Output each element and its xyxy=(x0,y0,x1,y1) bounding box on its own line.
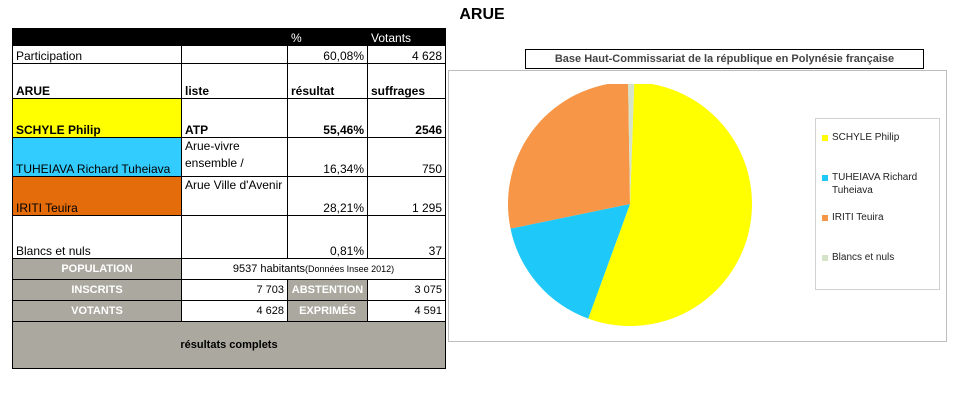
population-label: POPULATION xyxy=(12,258,182,280)
subheader-liste: liste xyxy=(181,63,288,99)
votants-label: VOTANTS xyxy=(12,300,182,322)
legend-entry: Blancs et nuls xyxy=(822,251,932,264)
participation-row: Participation 60,08% 4 628 xyxy=(12,45,446,64)
pie-slice-1 xyxy=(510,204,630,319)
pie-chart xyxy=(508,84,752,326)
blancs-label: Blancs et nuls xyxy=(12,215,182,259)
exprimes-label: EXPRIMÉS xyxy=(287,300,368,322)
subheader-row: ARUE liste résultat suffrages xyxy=(12,63,446,99)
legend-entry: IRITI Teuira xyxy=(822,211,932,224)
subheader-commune: ARUE xyxy=(12,63,182,99)
legend-swatch xyxy=(822,215,828,221)
candidate-name: IRITI Teuira xyxy=(12,176,182,216)
abstention-value: 3 075 xyxy=(367,279,446,301)
legend-entry: SCHYLE Philip xyxy=(822,131,932,144)
legend-label: Blancs et nuls xyxy=(832,252,895,263)
legend-label: IRITI Teuira xyxy=(832,212,884,223)
candidate-name: SCHYLE Philip xyxy=(12,98,182,138)
blancs-votes: 37 xyxy=(367,215,446,259)
candidate-row: TUHEIAVA Richard Tuheiava Arue-vivre ens… xyxy=(12,137,446,177)
population-row: POPULATION 9537 habitants(Données Insee … xyxy=(12,258,446,280)
candidate-votes: 2546 xyxy=(367,98,446,138)
inscrits-value: 7 703 xyxy=(181,279,288,301)
legend-swatch xyxy=(822,175,828,181)
legend-entry: TUHEIAVA Richard Tuheiava xyxy=(822,171,932,197)
candidate-list: ATP xyxy=(181,98,288,138)
candidate-votes: 750 xyxy=(367,137,446,177)
complete-results-link[interactable]: résultats complets xyxy=(12,321,446,369)
pie-slice-2 xyxy=(508,84,630,229)
votants-value: 4 628 xyxy=(181,300,288,322)
exprimes-value: 4 591 xyxy=(367,300,446,322)
participation-pct: 60,08% xyxy=(287,45,368,64)
candidate-row: SCHYLE Philip ATP 55,46% 2546 xyxy=(12,98,446,138)
population-cell: 9537 habitants(Données Insee 2012) xyxy=(181,258,446,280)
candidate-pct: 55,46% xyxy=(287,98,368,138)
blancs-row: Blancs et nuls 0,81% 37 xyxy=(12,215,446,259)
candidate-votes: 1 295 xyxy=(367,176,446,216)
chart-legend: SCHYLE Philip TUHEIAVA Richard Tuheiava IR… xyxy=(815,118,940,290)
participation-votes: 4 628 xyxy=(367,45,446,64)
header-pct: % xyxy=(287,28,368,46)
abstention-label: ABSTENTION xyxy=(287,279,368,301)
blancs-pct: 0,81% xyxy=(287,215,368,259)
results-table: % Votants Participation 60,08% 4 628 ARU… xyxy=(12,28,446,369)
legend-swatch xyxy=(822,135,828,141)
candidate-list: Arue Ville d'Avenir xyxy=(181,176,288,216)
subheader-suffrages: suffrages xyxy=(367,63,446,99)
candidate-pct: 16,34% xyxy=(287,137,368,177)
inscrits-label: INSCRITS xyxy=(12,279,182,301)
legend-label: TUHEIAVA Richard Tuheiava xyxy=(832,172,918,196)
votants-row: VOTANTS 4 628 EXPRIMÉS 4 591 xyxy=(12,300,446,322)
header-col2 xyxy=(181,28,288,46)
population-note: (Données Insee 2012) xyxy=(305,264,395,274)
subheader-resultat: résultat xyxy=(287,63,368,99)
pie-slice-3 xyxy=(628,84,635,204)
table-header-row: % Votants xyxy=(12,28,446,46)
legend-swatch xyxy=(822,255,828,261)
population-value: 9537 habitants xyxy=(232,263,306,275)
page-title: ARUE xyxy=(459,6,505,23)
candidate-name: TUHEIAVA Richard Tuheiava xyxy=(12,137,182,177)
participation-list xyxy=(181,45,288,64)
chart-title: Base Haut-Commissariat de la république … xyxy=(525,49,924,69)
pie-slice-0 xyxy=(588,84,752,326)
header-votants: Votants xyxy=(367,28,446,46)
candidate-list: Arue-vivre ensemble / xyxy=(181,137,288,177)
candidate-pct: 28,21% xyxy=(287,176,368,216)
legend-label: SCHYLE Philip xyxy=(832,132,900,143)
candidate-row: IRITI Teuira Arue Ville d'Avenir 28,21% … xyxy=(12,176,446,216)
complete-results-row[interactable]: résultats complets xyxy=(12,321,446,369)
inscrits-row: INSCRITS 7 703 ABSTENTION 3 075 xyxy=(12,279,446,301)
header-col1 xyxy=(12,28,182,46)
participation-label: Participation xyxy=(12,45,182,64)
blancs-list xyxy=(181,215,288,259)
